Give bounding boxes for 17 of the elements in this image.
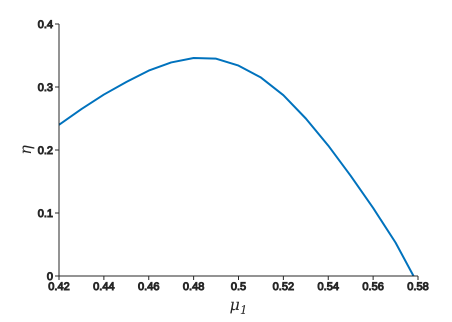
x-tick-label: 0.48	[182, 280, 204, 293]
x-tick-label: 0.52	[272, 280, 294, 293]
x-tick-label: 0.46	[138, 280, 160, 293]
line-series	[59, 57, 415, 276]
y-tick-label: 0.4	[38, 18, 53, 31]
y-tick-label: 0.1	[38, 208, 53, 220]
x-tick-label: 0.54	[318, 280, 339, 293]
y-axis-title: η	[16, 144, 35, 155]
x-tick-label: 0.44	[93, 280, 115, 293]
x-tick-label: 0.56	[362, 280, 384, 293]
x-tick-label: 0.58	[407, 280, 429, 293]
y-tick-label: 0	[46, 270, 53, 283]
y-tick-label: 0.2	[38, 144, 53, 157]
x-tick-label: 0.5	[230, 280, 246, 293]
y-tick-label: 0.3	[38, 82, 53, 94]
x-tick-label: 0.42	[48, 280, 70, 293]
x-axis-title: μ$_{1}$	[229, 295, 248, 317]
